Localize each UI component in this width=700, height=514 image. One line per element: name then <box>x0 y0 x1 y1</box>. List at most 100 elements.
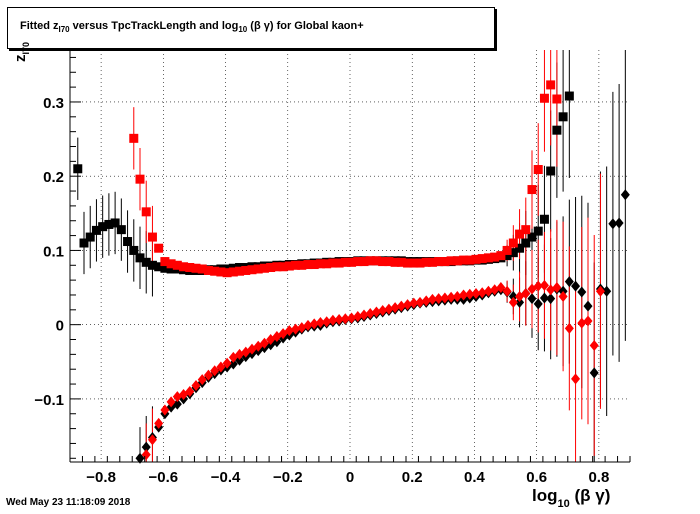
diamond-marker <box>564 322 574 334</box>
x-tick-label: −0.6 <box>149 469 179 486</box>
square-marker <box>266 263 276 273</box>
y-axis-label: zI70 <box>12 41 31 62</box>
diamond-marker <box>160 404 170 416</box>
square-marker <box>166 264 176 274</box>
square-marker <box>135 174 145 184</box>
diamond-marker <box>533 280 543 292</box>
diamond-marker <box>589 367 599 379</box>
square-marker <box>98 222 108 232</box>
diamond-marker <box>446 291 456 303</box>
square-marker <box>147 260 157 270</box>
diamond-marker <box>396 300 406 312</box>
y-tick-label: 0.1 <box>43 243 64 260</box>
square-marker <box>371 256 381 266</box>
square-marker <box>191 263 201 273</box>
y-tick-label: 0.2 <box>43 169 64 186</box>
diamond-marker <box>322 316 332 328</box>
diamond-marker <box>259 337 269 349</box>
square-marker <box>546 80 556 90</box>
square-marker <box>465 255 475 265</box>
y-tick-label: 0 <box>56 318 64 335</box>
diamond-marker <box>471 287 481 299</box>
diamond-marker <box>216 361 226 373</box>
diamond-marker <box>291 323 301 335</box>
square-marker <box>222 268 232 278</box>
diamond-marker <box>564 276 574 288</box>
square-marker <box>471 254 481 264</box>
square-marker <box>259 263 269 273</box>
square-marker <box>216 267 226 277</box>
diamond-marker <box>365 308 375 320</box>
square-marker <box>328 258 338 268</box>
diamond-marker <box>347 312 357 324</box>
square-marker <box>166 259 176 269</box>
y-tick-label: 0.3 <box>43 95 64 112</box>
diamond-marker <box>371 306 381 318</box>
diamond-marker <box>359 309 369 321</box>
diamond-marker <box>440 292 450 304</box>
diamond-marker <box>620 189 630 201</box>
square-marker <box>452 256 462 266</box>
square-marker <box>172 260 182 270</box>
square-marker <box>154 243 164 253</box>
square-marker <box>434 257 444 267</box>
square-marker <box>427 257 437 267</box>
diamond-marker <box>166 396 176 408</box>
y-tick-label: −0.1 <box>34 392 64 409</box>
diamond-marker <box>434 293 444 305</box>
square-marker <box>483 253 493 263</box>
diamond-marker <box>284 325 294 337</box>
diamond-marker <box>508 296 518 308</box>
square-marker <box>278 262 288 272</box>
diamond-marker <box>483 285 493 297</box>
diamond-marker <box>185 385 195 397</box>
diamond-marker <box>210 365 220 377</box>
square-marker <box>564 91 574 101</box>
square-marker <box>384 257 394 267</box>
x-tick-label: 0.4 <box>464 469 486 486</box>
square-marker <box>303 260 313 270</box>
diamond-marker <box>527 293 537 305</box>
diamond-marker <box>459 289 469 301</box>
square-marker <box>160 257 170 267</box>
square-marker <box>552 125 562 135</box>
diamond-marker <box>135 452 145 464</box>
square-marker <box>502 245 512 255</box>
square-marker <box>521 238 531 248</box>
diamond-marker <box>515 296 525 308</box>
diamond-marker <box>303 319 313 331</box>
square-marker <box>515 229 525 239</box>
square-marker <box>116 225 126 235</box>
diamond-marker <box>539 279 549 291</box>
square-marker <box>85 232 95 242</box>
diamond-marker <box>608 218 618 230</box>
axes: −0.8 −0.6 −0.4 −0.2 0 0.2 0.4 0.6 0.8 −0.1 0 0.1 0.2… <box>34 50 631 486</box>
square-marker <box>322 259 332 269</box>
square-marker <box>110 218 120 228</box>
diamond-marker <box>421 295 431 307</box>
diamond-marker <box>602 285 612 297</box>
diamond-marker <box>353 311 363 323</box>
square-marker <box>147 232 157 242</box>
diamond-marker <box>508 290 518 302</box>
square-marker <box>558 112 568 122</box>
square-marker <box>297 260 307 270</box>
square-marker <box>533 226 543 236</box>
square-marker <box>490 252 500 262</box>
diamond-marker <box>571 280 581 292</box>
diamond-marker <box>154 417 164 429</box>
square-marker <box>210 266 220 276</box>
x-tick-label: −0.2 <box>273 469 303 486</box>
square-marker <box>272 262 282 272</box>
x-tick-label: 0.8 <box>588 469 609 486</box>
square-marker <box>403 258 413 268</box>
data-points <box>73 80 630 464</box>
square-marker <box>440 257 450 267</box>
square-marker <box>347 257 357 267</box>
square-marker <box>203 265 213 275</box>
diamond-marker <box>533 298 543 310</box>
square-marker <box>365 256 375 266</box>
diamond-marker <box>452 290 462 302</box>
diamond-marker <box>141 449 151 461</box>
